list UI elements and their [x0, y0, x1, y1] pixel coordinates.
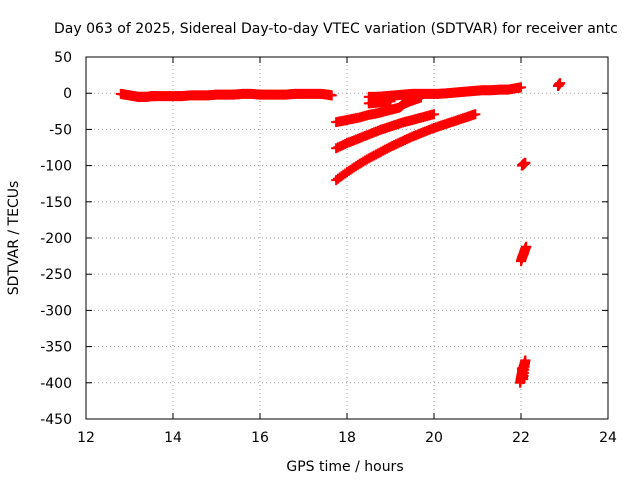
series-8 — [516, 241, 532, 267]
data-point — [520, 157, 531, 168]
y-tick-label: -200 — [40, 231, 72, 247]
x-tick-label: 12 — [77, 430, 95, 446]
series-5 — [331, 109, 439, 154]
x-tick-label: 24 — [599, 430, 617, 446]
x-tick-label: 20 — [425, 430, 443, 446]
data-point — [555, 78, 566, 89]
x-tick-labels: 12 14 16 18 20 22 24 — [77, 430, 617, 446]
grid-lines — [86, 57, 608, 419]
y-tick-label: -150 — [40, 195, 72, 211]
y-axis-label: SDTVAR / TECUs — [6, 181, 22, 296]
data-points — [115, 78, 566, 388]
series-3 — [363, 93, 396, 109]
y-tick-labels: 50 0 -50 -100 -150 -200 -250 -300 -350 -400 -450 — [40, 50, 72, 428]
series-6 — [331, 109, 481, 186]
axis-ticks — [85, 56, 609, 420]
y-tick-label: -400 — [40, 376, 72, 392]
y-tick-label: -250 — [40, 267, 72, 283]
y-tick-label: 0 — [63, 86, 72, 102]
x-tick-label: 22 — [512, 430, 530, 446]
data-point — [376, 95, 387, 106]
y-tick-label: -350 — [40, 340, 72, 356]
x-tick-label: 16 — [251, 430, 269, 446]
y-tick-label: -50 — [49, 122, 72, 138]
data-point — [516, 82, 526, 93]
x-axis-label: GPS time / hours — [286, 459, 403, 475]
series-9 — [515, 355, 531, 388]
series-10 — [552, 78, 566, 91]
chart-title: Day 063 of 2025, Sidereal Day-to-day VTE… — [54, 21, 618, 37]
data-point — [521, 241, 532, 252]
data-point — [429, 109, 439, 120]
series-7 — [516, 157, 531, 171]
y-tick-label: -300 — [40, 303, 72, 319]
y-tick-label: -450 — [40, 412, 72, 428]
data-point — [470, 109, 481, 120]
data-point — [516, 363, 527, 374]
y-tick-label: -100 — [40, 159, 72, 175]
series-1 — [115, 88, 337, 102]
series-4 — [331, 92, 426, 128]
y-tick-label: 50 — [54, 50, 72, 66]
x-tick-label: 18 — [338, 430, 356, 446]
x-tick-label: 14 — [164, 430, 182, 446]
data-point — [326, 90, 337, 101]
data-point — [415, 92, 426, 103]
